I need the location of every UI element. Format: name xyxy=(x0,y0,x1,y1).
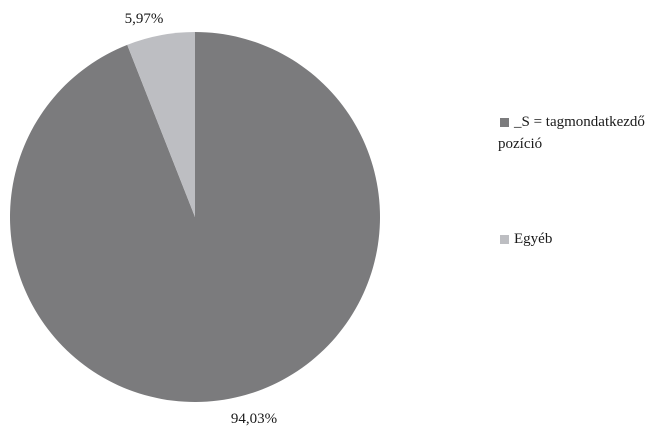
legend-label-tagmondatkezdo-line1: _S = tagmondatkezdő xyxy=(513,114,645,130)
data-label-tagmondatkezdo: 94,03% xyxy=(231,411,277,427)
legend-label-egyeb: Egyéb xyxy=(514,231,552,247)
legend-swatch-egyeb xyxy=(500,235,509,244)
legend-item-egyeb: Egyéb xyxy=(500,231,552,247)
pie-slice-tagmondatkezdo xyxy=(10,32,381,403)
pie-slices xyxy=(10,32,381,403)
pie-slice-egyeb xyxy=(127,32,195,217)
legend-swatch-tagmondatkezdo xyxy=(500,118,509,127)
data-label-egyeb: 5,97% xyxy=(125,11,164,27)
legend-item-tagmondatkezdo: _S = tagmondatkezdő pozíció xyxy=(498,114,645,152)
legend: _S = tagmondatkezdő pozíció Egyéb xyxy=(498,114,645,247)
legend-label-tagmondatkezdo-line2: pozíció xyxy=(498,136,542,152)
